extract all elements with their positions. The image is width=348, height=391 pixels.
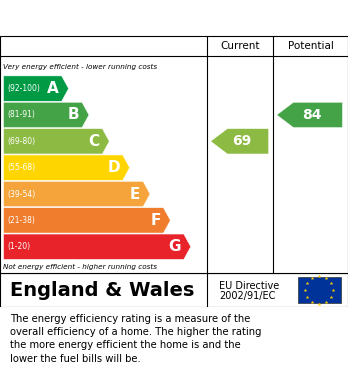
Text: (81-91): (81-91) [8, 110, 35, 119]
Text: 2002/91/EC: 2002/91/EC [219, 291, 276, 301]
Polygon shape [3, 208, 171, 233]
Text: 84: 84 [302, 108, 322, 122]
Text: D: D [107, 160, 120, 175]
Polygon shape [277, 102, 342, 127]
Polygon shape [211, 129, 269, 154]
Polygon shape [3, 129, 109, 154]
Text: 69: 69 [232, 134, 252, 148]
Text: F: F [150, 213, 161, 228]
Polygon shape [3, 234, 191, 260]
Polygon shape [3, 181, 150, 207]
Polygon shape [3, 76, 69, 101]
Text: Potential: Potential [288, 41, 333, 52]
Text: EU Directive: EU Directive [219, 281, 279, 291]
Text: Current: Current [220, 41, 260, 52]
Text: (39-54): (39-54) [8, 190, 36, 199]
Text: (1-20): (1-20) [8, 242, 31, 251]
Text: B: B [68, 108, 79, 122]
Text: Not energy efficient - higher running costs: Not energy efficient - higher running co… [3, 264, 158, 270]
Text: (69-80): (69-80) [8, 137, 36, 146]
Text: A: A [47, 81, 59, 96]
Text: (21-38): (21-38) [8, 216, 35, 225]
Text: Energy Efficiency Rating: Energy Efficiency Rating [10, 11, 220, 26]
Polygon shape [3, 155, 130, 180]
Polygon shape [3, 102, 89, 127]
Text: (55-68): (55-68) [8, 163, 36, 172]
Text: Very energy efficient - lower running costs: Very energy efficient - lower running co… [3, 64, 158, 70]
Text: E: E [130, 187, 140, 201]
Text: C: C [88, 134, 100, 149]
Text: G: G [168, 239, 181, 254]
Text: (92-100): (92-100) [8, 84, 40, 93]
Bar [298, 277, 341, 303]
Text: England & Wales: England & Wales [10, 281, 195, 300]
Text: The energy efficiency rating is a measure of the
overall efficiency of a home. T: The energy efficiency rating is a measur… [10, 314, 262, 364]
